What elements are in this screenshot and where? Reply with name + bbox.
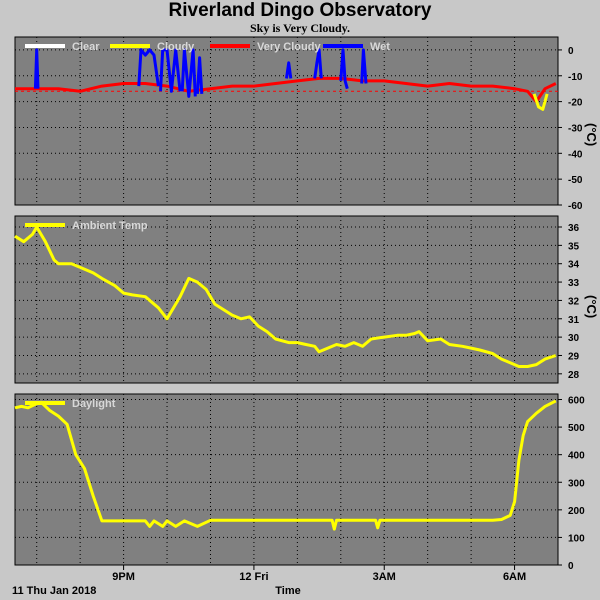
sky-temp-series-line-wet bbox=[180, 48, 197, 98]
ambient-temp-ytick-label: 34 bbox=[568, 260, 580, 271]
sky-temp-series bbox=[15, 48, 558, 111]
ambient-temp-unit-label: (°C) bbox=[584, 295, 599, 318]
daylight-ytick-label: 300 bbox=[568, 478, 585, 489]
daylight-legend: Daylight bbox=[25, 398, 116, 410]
ambient-temp-legend: Ambient Temp bbox=[25, 220, 148, 232]
daylight-series-line-daylight bbox=[14, 399, 557, 531]
sky-temp-plot-area bbox=[15, 37, 558, 205]
daylight-series bbox=[14, 399, 557, 531]
sky-status-subtitle: Sky is Very Cloudy. bbox=[249, 21, 351, 35]
ambient-temp-ytick-label: 30 bbox=[568, 333, 580, 344]
sky-temp-ytick-label: -10 bbox=[568, 72, 583, 83]
daylight-ytick-label: 500 bbox=[568, 423, 585, 434]
x-axis-date-label: 11 Thu Jan 2018 bbox=[12, 585, 96, 597]
x-axis-tick-label: 6AM bbox=[503, 571, 526, 583]
daylight-ytick-label: 600 bbox=[568, 396, 585, 407]
daylight-y-axis: 0 100 200 300 400 500 600 bbox=[558, 396, 585, 572]
ambient-temp-panel: Ambient Temp 28 29 30 31 32 33 34 35 36 (°C) bbox=[14, 215, 599, 384]
sky-temp-legend-label: Clear bbox=[72, 41, 100, 53]
sky-temp-ytick-label: -60 bbox=[568, 201, 583, 212]
ambient-temp-ytick-label: 31 bbox=[568, 315, 580, 326]
ambient-temp-plot-border bbox=[14, 215, 559, 384]
sky-temp-series-line-wet bbox=[195, 56, 204, 94]
sky-temp-ytick-label: -50 bbox=[568, 175, 583, 186]
sky-temp-series-line-wet bbox=[33, 48, 40, 89]
ambient-temp-series bbox=[14, 225, 557, 368]
daylight-plot-area bbox=[15, 394, 558, 565]
sky-temp-grid bbox=[14, 36, 559, 206]
sky-temp-series-line-cloudy bbox=[532, 93, 549, 111]
ambient-temp-ytick-label: 29 bbox=[568, 351, 580, 362]
ambient-temp-ytick-label: 33 bbox=[568, 278, 580, 289]
daylight-grid bbox=[14, 393, 559, 566]
ambient-temp-grid bbox=[14, 215, 559, 384]
x-axis-ticks: 9PM 12 Fri 3AM 6AM bbox=[112, 565, 526, 583]
daylight-ytick-label: 100 bbox=[568, 533, 585, 544]
ambient-temp-ytick-label: 35 bbox=[568, 241, 580, 252]
daylight-ytick-label: 0 bbox=[568, 561, 574, 572]
ambient-temp-series-line-ambient-temp bbox=[14, 225, 557, 368]
page-title: Riverland Dingo Observatory bbox=[168, 0, 432, 21]
sky-temp-series-line-wet bbox=[285, 61, 293, 79]
daylight-panel: Daylight 0 100 200 300 400 500 600 bbox=[14, 393, 585, 572]
daylight-ytick-label: 400 bbox=[568, 451, 585, 462]
x-axis-tick-label: 3AM bbox=[373, 571, 396, 583]
sky-temp-unit-label: (°C) bbox=[584, 123, 599, 146]
sky-temp-series-line-wet bbox=[159, 48, 182, 93]
x-axis-tick-label: 12 Fri bbox=[239, 571, 268, 583]
sky-temp-legend-label: Cloudy bbox=[157, 41, 195, 53]
sky-temp-series-line-wet bbox=[360, 48, 368, 84]
daylight-legend-label: Daylight bbox=[72, 398, 116, 410]
sky-temp-ytick-label: -20 bbox=[568, 98, 583, 109]
sky-temp-ytick-label: -30 bbox=[568, 123, 583, 134]
sky-temp-plot-border bbox=[14, 36, 559, 206]
sky-temp-y-axis: 0 -10 -20 -30 -40 -50 -60 bbox=[558, 46, 583, 212]
daylight-ytick-label: 200 bbox=[568, 506, 585, 517]
sky-temp-legend-label: Wet bbox=[370, 41, 390, 53]
ambient-temp-legend-label: Ambient Temp bbox=[72, 220, 148, 232]
x-axis-title: Time bbox=[275, 585, 300, 597]
sky-temp-series-line-very-cloudy bbox=[15, 76, 557, 104]
sky-temp-series-line-wet bbox=[313, 48, 323, 79]
ambient-temp-plot-area bbox=[15, 216, 558, 383]
daylight-plot-border bbox=[14, 393, 559, 566]
sky-temp-series-line-wet bbox=[137, 48, 160, 87]
sky-temp-legend: Clear Cloudy Very Cloudy Wet bbox=[25, 41, 390, 53]
ambient-temp-ytick-label: 32 bbox=[568, 296, 580, 307]
sky-temp-legend-label: Very Cloudy bbox=[257, 41, 321, 53]
sky-temp-series-line-wet bbox=[339, 48, 349, 90]
ambient-temp-y-axis: 28 29 30 31 32 33 34 35 36 bbox=[558, 223, 580, 381]
sky-temp-ytick-label: -40 bbox=[568, 149, 583, 160]
ambient-temp-ytick-label: 36 bbox=[568, 223, 580, 234]
sky-temp-panel: Clear Cloudy Very Cloudy Wet 0 -10 -20 -30 -40 -… bbox=[14, 36, 599, 212]
x-axis-tick-label: 9PM bbox=[112, 571, 135, 583]
sky-temp-ytick-label: 0 bbox=[568, 46, 574, 57]
ambient-temp-ytick-label: 28 bbox=[568, 370, 580, 381]
